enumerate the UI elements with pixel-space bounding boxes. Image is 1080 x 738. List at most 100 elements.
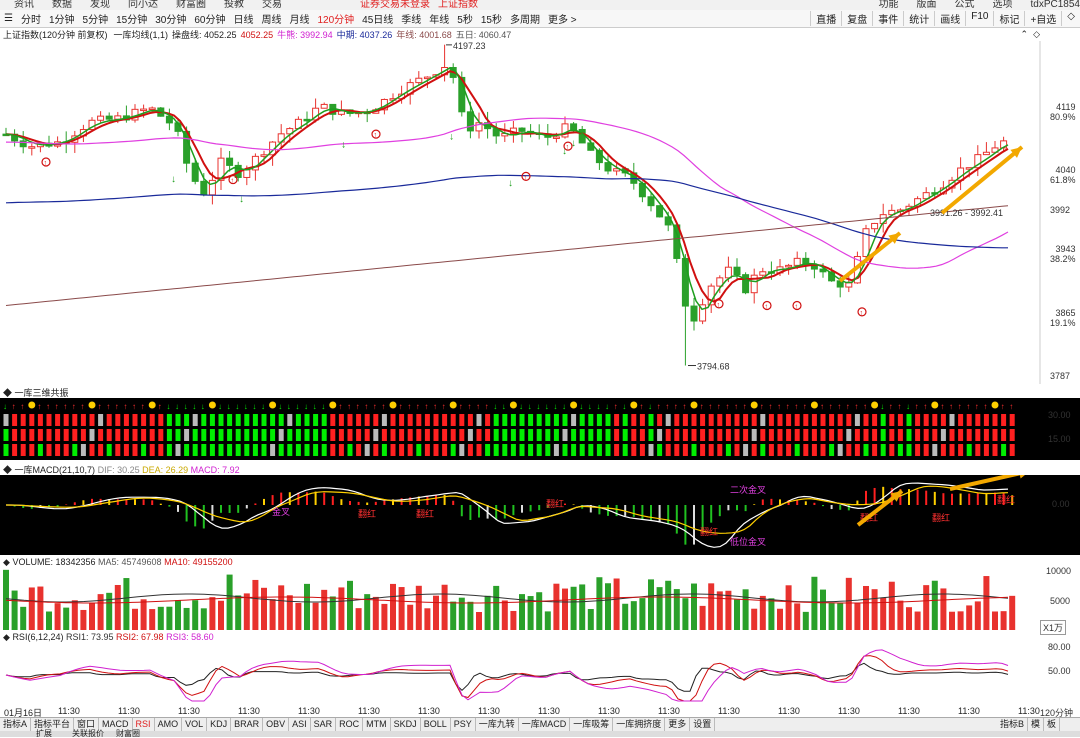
- main-candlestick-chart[interactable]: 4197.23 3794.68 3991.26 - 3992.41 ↑ ↑ ↑ ↑ ↑ ↑ ↑ ↑ ↑…: [0, 41, 1080, 384]
- resonance-bar: [330, 429, 336, 441]
- indicator-tab-20[interactable]: 一库拥挤度: [613, 718, 666, 731]
- period-tab-5[interactable]: 60分钟: [194, 15, 226, 26]
- period-tab-16[interactable]: 更多 >: [547, 15, 577, 26]
- toolbar-button-4[interactable]: 画线: [934, 11, 965, 26]
- menu-item-4[interactable]: 财富圈: [176, 0, 206, 10]
- menu-item-1[interactable]: 数据: [52, 0, 72, 10]
- resonance-bar: [605, 429, 611, 441]
- indicator-tab-0[interactable]: 指标A: [0, 718, 32, 731]
- menu-right-3[interactable]: 选项: [992, 0, 1013, 10]
- indicator-tab-16[interactable]: PSY: [451, 718, 476, 731]
- indicator-tab-1[interactable]: 指标平台: [31, 718, 75, 731]
- period-tab-0[interactable]: 分时: [20, 15, 41, 26]
- toolbar-button-5[interactable]: F10: [965, 11, 993, 26]
- indicator-name[interactable]: 一库均线(1,1): [113, 30, 169, 40]
- menu-right-1[interactable]: 版面: [916, 0, 937, 10]
- indicator-tab-5[interactable]: AMO: [155, 718, 183, 731]
- notice-login[interactable]: 证券交易未登录: [360, 0, 430, 10]
- indicator-tab-21[interactable]: 更多: [665, 718, 691, 731]
- indicator-tab-2[interactable]: 窗口: [74, 718, 100, 731]
- period-tab-13[interactable]: 5秒: [457, 15, 473, 26]
- resonance-bar: [562, 414, 568, 426]
- indicator-tab-8[interactable]: BRAR: [231, 718, 264, 731]
- menu-item-3[interactable]: 同小达: [128, 0, 158, 10]
- indicator-tab-12[interactable]: ROC: [336, 718, 364, 731]
- period-tab-2[interactable]: 5分钟: [82, 15, 109, 26]
- collapse-icon[interactable]: ◆: [3, 632, 10, 642]
- period-tab-9[interactable]: 120分钟: [317, 15, 355, 26]
- period-tab-15[interactable]: 多周期: [509, 15, 540, 26]
- resonance-bar: [20, 429, 26, 441]
- period-tab-11[interactable]: 季线: [401, 15, 422, 26]
- period-tab-8[interactable]: 月线: [289, 15, 310, 26]
- menu-item-6[interactable]: 交易: [262, 0, 282, 10]
- resonance-bar: [261, 429, 267, 441]
- menu-item-0[interactable]: 资讯: [14, 0, 34, 10]
- notice-index[interactable]: 上证指数: [438, 0, 478, 10]
- toolbar-button-8[interactable]: ◇: [1061, 11, 1080, 26]
- indicator-tab-10[interactable]: ASI: [289, 718, 311, 731]
- footer-quotes[interactable]: 关联报价: [72, 729, 104, 738]
- toolbar-button-6[interactable]: 标记: [993, 11, 1024, 26]
- period-tab-12[interactable]: 年线: [429, 15, 450, 26]
- indicator-tab-7[interactable]: KDJ: [207, 718, 232, 731]
- menu-right-0[interactable]: 功能: [878, 0, 899, 10]
- footer-expand[interactable]: 扩展: [36, 729, 52, 738]
- resonance-bar: [691, 414, 697, 426]
- price-tick-value: 3943: [1055, 244, 1076, 254]
- period-tab-14[interactable]: 15秒: [480, 15, 502, 26]
- resonance-bar: [846, 414, 852, 426]
- toolbar-button-0[interactable]: 直播: [810, 11, 841, 26]
- menu-right-2[interactable]: 公式: [954, 0, 975, 10]
- resonance-bar: [373, 414, 379, 426]
- period-tab-1[interactable]: 1分钟: [48, 15, 75, 26]
- up-arrow-icon: ↑: [442, 402, 446, 411]
- resonance-bar: [459, 444, 465, 456]
- indicator-tab-6[interactable]: VOL: [182, 718, 208, 731]
- candle: [226, 151, 234, 172]
- indicator-tab-14[interactable]: SKDJ: [391, 718, 421, 731]
- indicator-tab-13[interactable]: MTM: [363, 718, 391, 731]
- indicator-tab-22[interactable]: 设置: [690, 718, 716, 731]
- toolbar-button-2[interactable]: 事件: [872, 11, 903, 26]
- resonance-bar: [691, 444, 697, 456]
- period-tab-4[interactable]: 30分钟: [155, 15, 187, 26]
- down-arrow-icon: ↓: [493, 402, 497, 411]
- trend-arrow-2: [940, 145, 1024, 215]
- resonance-bar: [270, 429, 276, 441]
- indicator-tab-15[interactable]: BOLL: [421, 718, 451, 731]
- indicator-tab-11[interactable]: SAR: [311, 718, 337, 731]
- sell-signal-icon: ↓: [239, 194, 244, 205]
- resonance-bar: [768, 429, 774, 441]
- volume-unit[interactable]: X1万: [1040, 620, 1067, 635]
- collapse-icon[interactable]: ◆: [3, 557, 10, 567]
- period-tab-6[interactable]: 日线: [233, 15, 254, 26]
- indicator-tab-19[interactable]: 一库吸筹: [570, 718, 614, 731]
- indicator-tab-right-1[interactable]: 模: [1028, 718, 1044, 731]
- indicator-tab-4[interactable]: RSI: [133, 718, 155, 731]
- time-tick-9: 11:30: [538, 706, 560, 716]
- toolbar-button-7[interactable]: +自选: [1024, 11, 1061, 26]
- indicator-tab-right-2[interactable]: 板: [1044, 718, 1060, 731]
- chevron-icon[interactable]: ⌃: [1020, 29, 1028, 39]
- settings-icon[interactable]: ◇: [1033, 29, 1040, 39]
- candle-up: [699, 304, 707, 322]
- menu-item-5[interactable]: 投教: [224, 0, 244, 10]
- collapse-icon[interactable]: ◆: [3, 465, 13, 475]
- footer-fortune[interactable]: 财富圈: [116, 729, 140, 738]
- indicator-tab-18[interactable]: 一库MACD: [519, 718, 571, 731]
- collapse-icon[interactable]: ◆: [3, 388, 13, 398]
- period-tab-7[interactable]: 周线: [261, 15, 282, 26]
- indicator-tab-right-0[interactable]: 指标B: [997, 718, 1028, 731]
- candle-down: [733, 266, 741, 276]
- period-tab-10[interactable]: 45日线: [362, 15, 394, 26]
- indicator-tab-17[interactable]: 一库九转: [476, 718, 519, 731]
- period-tab-3[interactable]: 15分钟: [116, 15, 148, 26]
- resonance-bar: [674, 429, 680, 441]
- toolbar-button-3[interactable]: 统计: [903, 11, 934, 26]
- indicator-tab-9[interactable]: OBV: [263, 718, 290, 731]
- menu-toggle-icon[interactable]: ☰: [4, 13, 13, 24]
- menu-item-2[interactable]: 发现: [90, 0, 110, 10]
- toolbar-button-1[interactable]: 复盘: [841, 11, 872, 26]
- indicator-tab-3[interactable]: MACD: [99, 718, 133, 731]
